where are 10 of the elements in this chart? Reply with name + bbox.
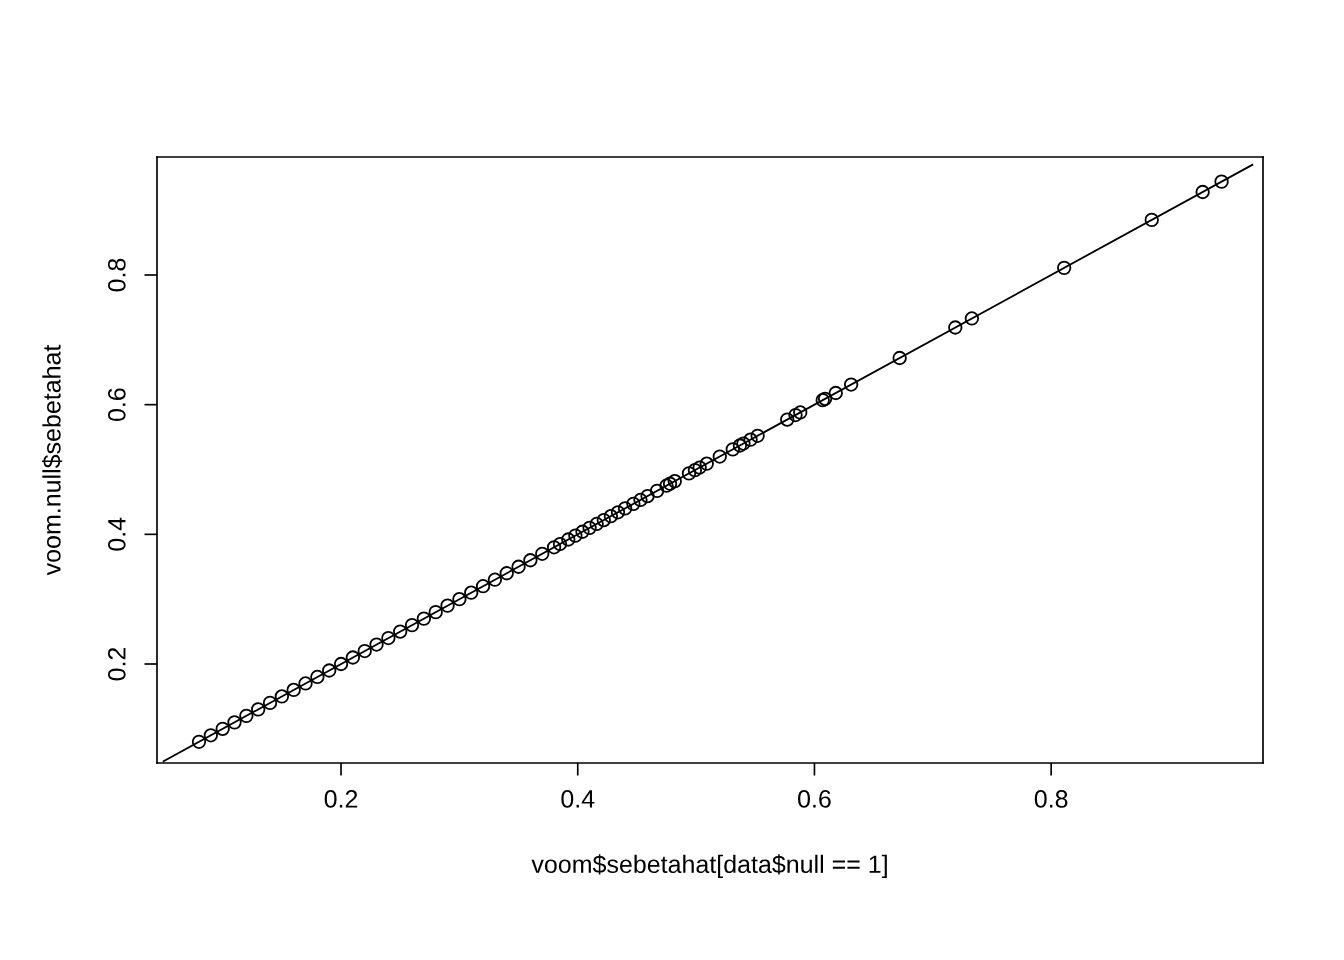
x-tick-label: 0.4 (561, 790, 595, 808)
y-tick-label: 0.8 (107, 258, 126, 292)
x-tick-label: 0.2 (324, 790, 358, 808)
x-axis-title: voom$sebetahat[data$null == 1] (531, 854, 887, 879)
y-tick-label: 0.6 (107, 388, 126, 422)
y-axis-title: voom.null$sebetahat (41, 344, 63, 576)
y-tick-label: 0.2 (107, 647, 126, 681)
x-tick-label: 0.8 (1034, 790, 1068, 808)
x-tick-label: 0.6 (798, 790, 831, 808)
y-tick-label: 0.4 (107, 517, 126, 551)
